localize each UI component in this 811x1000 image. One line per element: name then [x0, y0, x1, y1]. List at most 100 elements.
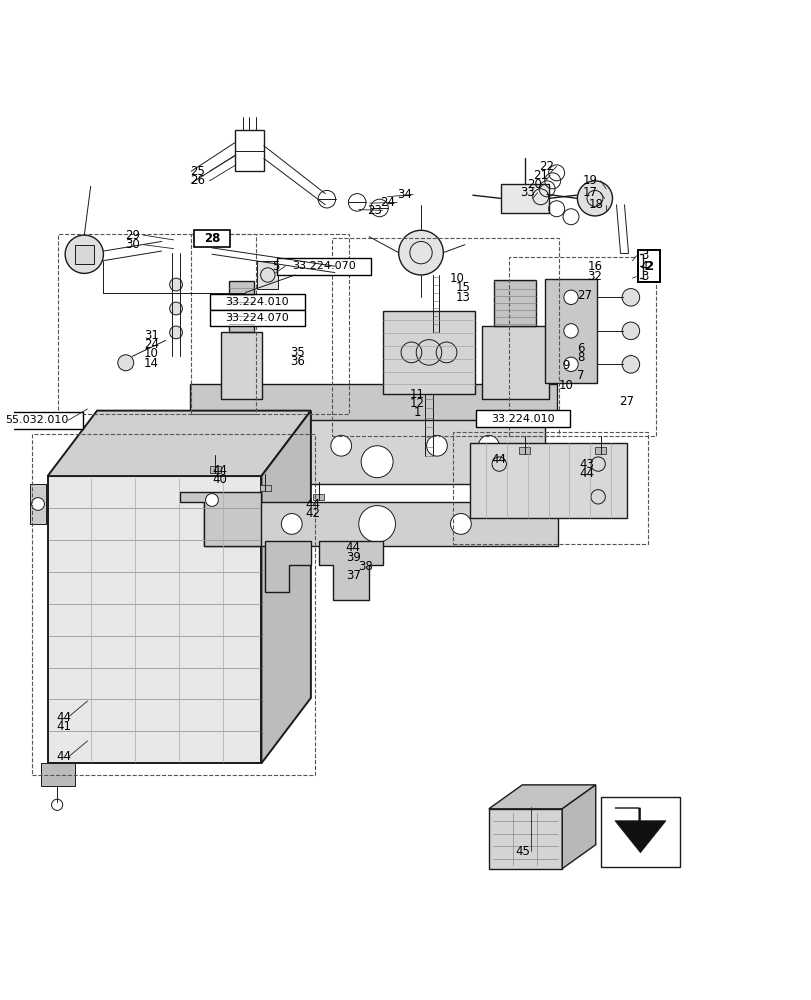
Bar	[210, 294, 304, 310]
Text: 7: 7	[576, 369, 584, 382]
Bar	[41, 763, 75, 786]
Text: 23: 23	[367, 204, 382, 217]
Text: 41: 41	[56, 720, 71, 733]
Text: 44: 44	[56, 750, 71, 763]
Text: 2: 2	[644, 260, 653, 273]
Text: 10: 10	[449, 272, 464, 285]
Bar	[313, 494, 324, 500]
Bar	[0, 412, 84, 429]
Circle shape	[118, 355, 134, 371]
Text: 26: 26	[190, 174, 205, 187]
Text: 33.224.070: 33.224.070	[225, 313, 289, 323]
Bar	[75, 245, 94, 264]
Bar	[32, 434, 315, 775]
Text: 43: 43	[579, 458, 594, 471]
Circle shape	[621, 356, 639, 373]
Bar	[594, 447, 605, 454]
Text: 8: 8	[576, 351, 584, 364]
Text: 10: 10	[144, 347, 159, 360]
Circle shape	[251, 435, 272, 456]
Text: 31: 31	[144, 329, 159, 342]
Circle shape	[621, 289, 639, 306]
Circle shape	[361, 446, 393, 478]
Circle shape	[32, 498, 45, 510]
Text: 44: 44	[306, 498, 320, 511]
Polygon shape	[265, 541, 311, 592]
Circle shape	[478, 435, 499, 456]
Text: 37: 37	[345, 569, 360, 582]
Circle shape	[169, 278, 182, 291]
Polygon shape	[190, 384, 556, 420]
Text: 19: 19	[582, 174, 597, 187]
Bar	[58, 234, 255, 414]
Circle shape	[563, 290, 577, 305]
Circle shape	[426, 435, 447, 456]
Bar	[518, 447, 530, 454]
Text: 10: 10	[558, 379, 573, 392]
Text: 33: 33	[520, 186, 534, 199]
Circle shape	[398, 230, 443, 275]
Bar	[260, 485, 271, 491]
Polygon shape	[488, 809, 561, 869]
Text: 21: 21	[533, 169, 547, 182]
Text: 44: 44	[345, 541, 360, 554]
Bar	[277, 258, 371, 275]
Bar	[453, 432, 648, 544]
Text: 22: 22	[539, 160, 554, 173]
Text: 33.224.010: 33.224.010	[491, 414, 554, 424]
Text: 34: 34	[397, 188, 412, 201]
Polygon shape	[488, 785, 595, 809]
Polygon shape	[209, 414, 544, 484]
Text: 11: 11	[409, 388, 424, 401]
Text: 55.032.010: 55.032.010	[5, 415, 68, 425]
Text: 9: 9	[562, 359, 569, 372]
Circle shape	[169, 326, 182, 339]
Text: 12: 12	[409, 397, 424, 410]
Text: 35: 35	[290, 346, 304, 359]
Circle shape	[563, 324, 577, 338]
Circle shape	[563, 357, 577, 372]
Text: 6: 6	[576, 342, 584, 355]
Text: 33.224.070: 33.224.070	[291, 261, 355, 271]
Text: 28: 28	[204, 232, 220, 245]
Circle shape	[281, 514, 302, 534]
Circle shape	[205, 494, 218, 506]
Bar	[475, 410, 569, 427]
Text: 20: 20	[526, 178, 541, 191]
Text: 40: 40	[212, 473, 227, 486]
Polygon shape	[319, 541, 382, 600]
Text: 44: 44	[212, 464, 227, 477]
Text: 14: 14	[144, 357, 159, 370]
Text: 44: 44	[579, 467, 594, 480]
Bar	[637, 250, 659, 282]
Text: 44: 44	[56, 711, 71, 724]
Polygon shape	[204, 502, 558, 546]
Text: 36: 36	[290, 355, 304, 368]
Text: 32: 32	[587, 270, 602, 283]
Text: 24: 24	[144, 338, 159, 351]
Bar	[600, 797, 680, 867]
Polygon shape	[470, 443, 626, 518]
Text: 17: 17	[582, 186, 597, 199]
Text: 39: 39	[345, 551, 360, 564]
Bar	[221, 332, 262, 399]
Bar	[494, 280, 535, 326]
Text: 5: 5	[272, 260, 279, 273]
Bar	[481, 326, 548, 399]
Text: 16: 16	[586, 260, 602, 273]
Text: 4: 4	[640, 260, 647, 273]
Polygon shape	[48, 411, 311, 476]
Bar	[229, 281, 254, 332]
Text: 3: 3	[640, 249, 647, 262]
Circle shape	[330, 435, 351, 456]
Polygon shape	[48, 476, 261, 763]
Text: 29: 29	[125, 229, 139, 242]
Text: 24: 24	[380, 196, 394, 209]
Circle shape	[621, 322, 639, 340]
Bar	[545, 279, 596, 383]
Circle shape	[169, 302, 182, 315]
Text: 13: 13	[455, 291, 470, 304]
Polygon shape	[614, 808, 665, 853]
Text: 15: 15	[455, 281, 470, 294]
Text: 1: 1	[413, 406, 420, 419]
